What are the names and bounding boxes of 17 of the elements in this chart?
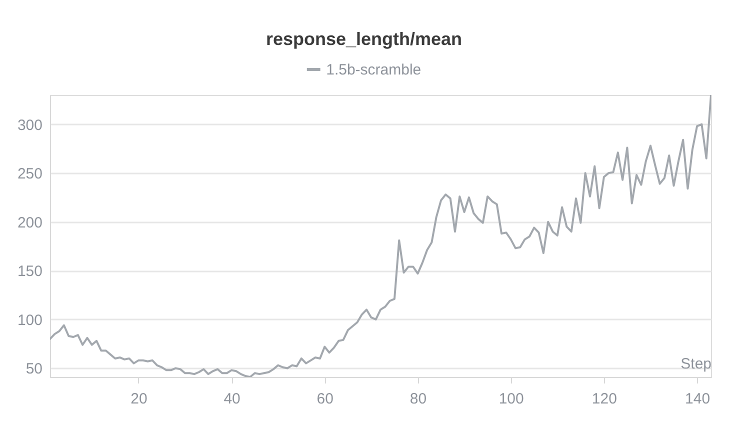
x-tick-label: 100	[498, 390, 524, 408]
x-axis-title: Step	[680, 356, 712, 372]
x-tick-label: 80	[410, 390, 427, 408]
x-tick-label: 120	[592, 390, 617, 408]
legend-label: 1.5b-scramble	[326, 62, 422, 78]
y-tick-label: 250	[17, 166, 42, 183]
x-tick-label: 40	[224, 390, 240, 408]
x-tick-label: 60	[316, 390, 334, 408]
x-tick-label: 140	[685, 390, 710, 408]
y-tick-label: 200	[17, 214, 42, 232]
chart-title: response_length/mean	[266, 29, 462, 49]
y-tick-label: 100	[17, 312, 42, 329]
y-tick-label: 150	[17, 263, 42, 280]
y-tick-label: 300	[17, 116, 42, 134]
x-tick-label: 20	[130, 390, 148, 408]
y-tick-label: 50	[26, 360, 42, 378]
line-series	[50, 95, 711, 377]
